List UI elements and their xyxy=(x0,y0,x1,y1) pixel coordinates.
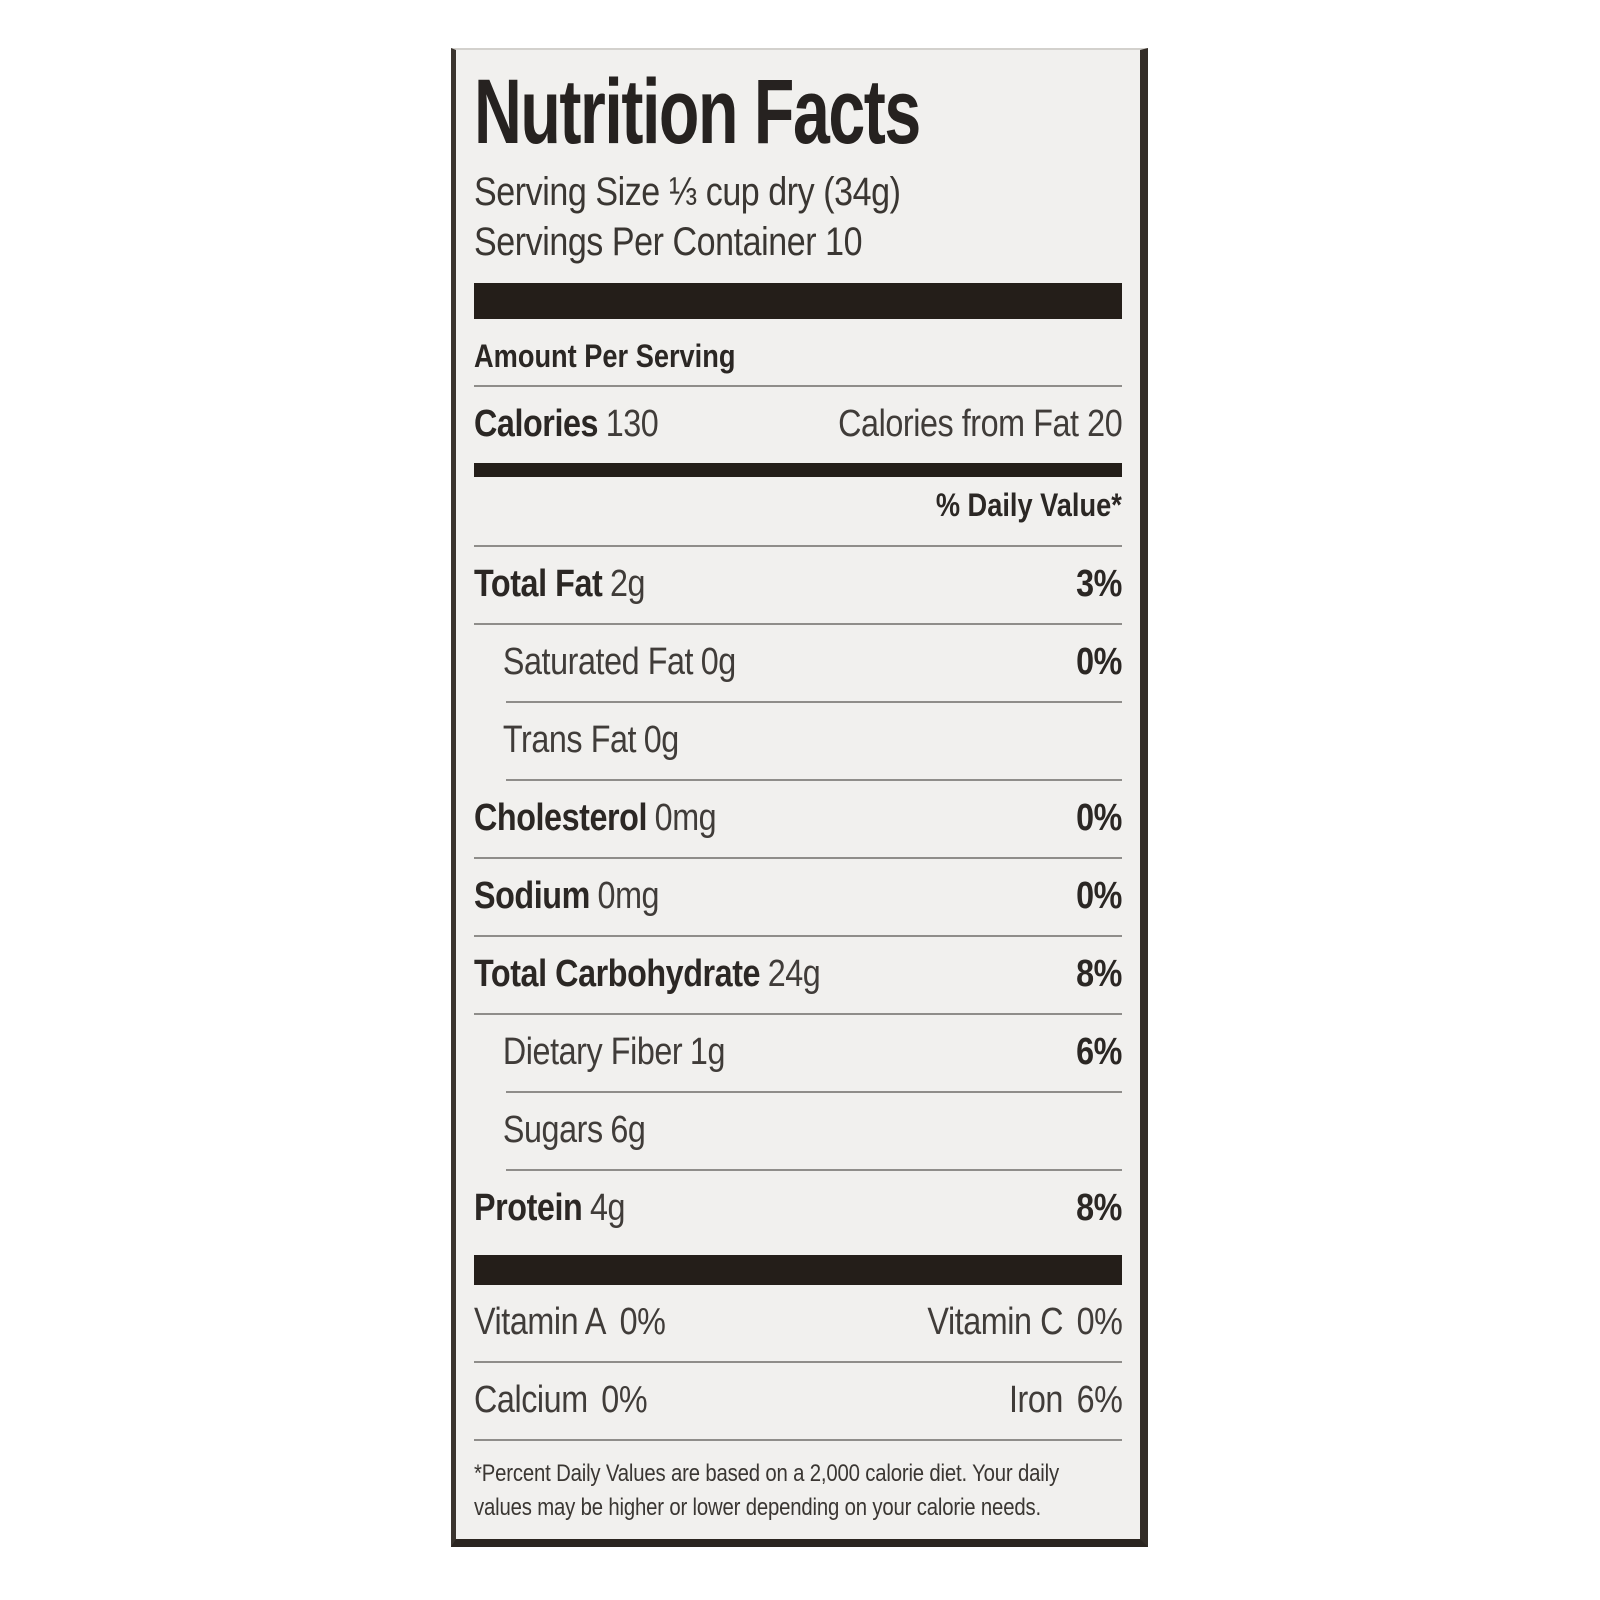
nutrient-name: Saturated Fat xyxy=(502,641,694,684)
divider-hairline-indented xyxy=(506,1090,1122,1093)
calories-value: 130 xyxy=(605,403,659,446)
servings-per-container: Servings Per Container 10 xyxy=(474,219,863,264)
daily-value-header: % Daily Value* xyxy=(936,487,1122,524)
micronutrient-name: Calcium xyxy=(474,1379,588,1422)
nutrition-facts-title-text: Nutrition Facts xyxy=(474,61,921,163)
section-divider-bar-top xyxy=(474,282,1122,319)
micronutrient-value: 6% xyxy=(1076,1379,1122,1422)
nutrient-row-dietary-fiber: Dietary Fiber 1g 6% xyxy=(474,1015,1123,1091)
divider-hairline xyxy=(474,1438,1122,1441)
micronutrient-name: Vitamin A xyxy=(474,1301,607,1344)
nutrient-row-cholesterol: Cholesterol 0mg 0% xyxy=(474,781,1122,857)
nutrient-row-total-fat: Total Fat 2g 3% xyxy=(474,547,1122,623)
nutrient-row-sodium: Sodium 0mg 0% xyxy=(474,859,1122,935)
nutrient-row-saturated-fat: Saturated Fat 0g 0% xyxy=(474,625,1123,701)
nutrient-amount: 4g xyxy=(589,1187,626,1230)
divider-hairline xyxy=(474,1360,1122,1363)
daily-value: 0% xyxy=(1076,641,1122,684)
calories-label: Calories xyxy=(474,403,599,446)
nutrient-name: Dietary Fiber xyxy=(502,1031,683,1074)
nutrient-name: Sodium xyxy=(474,875,590,918)
micronutrient-value: 0% xyxy=(619,1301,666,1344)
amount-per-serving-label: Amount Per Serving xyxy=(474,338,736,375)
nutrient-row-total-carbohydrate: Total Carbohydrate 24g 8% xyxy=(474,937,1122,1013)
calories-row: Calories 130 Calories from Fat 20 xyxy=(474,387,1122,463)
micronutrient-name: Vitamin C xyxy=(926,1301,1063,1344)
section-divider-bar-bottom xyxy=(474,1254,1122,1285)
daily-value: 3% xyxy=(1076,563,1122,606)
daily-value: 8% xyxy=(1076,953,1122,996)
nutrient-amount: 0g xyxy=(643,719,680,762)
divider-hairline xyxy=(474,622,1122,625)
nutrient-amount: 24g xyxy=(767,953,821,996)
micronutrient-value: 0% xyxy=(601,1379,648,1422)
micronutrient-row-vitamins: Vitamin A 0% Vitamin C 0% xyxy=(474,1285,1122,1361)
divider-hairline xyxy=(474,934,1122,937)
divider-hairline-indented xyxy=(506,778,1122,781)
nutrient-amount: 0mg xyxy=(654,797,717,840)
nutrient-row-protein: Protein 4g 8% xyxy=(474,1171,1122,1247)
divider-hairline xyxy=(474,544,1122,547)
nutrient-amount: 2g xyxy=(610,563,646,606)
nutrition-facts-title: Nutrition Facts xyxy=(474,64,1122,161)
divider-hairline xyxy=(474,1012,1122,1015)
nutrient-name: Trans Fat xyxy=(502,719,637,762)
nutrient-name: Sugars xyxy=(502,1109,603,1152)
nutrient-amount: 0g xyxy=(700,641,737,684)
nutrient-name: Cholesterol xyxy=(474,797,648,840)
daily-values-footnote: *Percent Daily Values are based on a 2,0… xyxy=(474,1459,1059,1521)
section-divider-bar-medium xyxy=(474,462,1122,477)
nutrient-row-trans-fat: Trans Fat 0g xyxy=(474,703,1122,779)
serving-size: Serving Size ⅓ cup dry (34g) xyxy=(474,169,901,214)
nutrient-amount: 6g xyxy=(610,1109,646,1152)
daily-value: 6% xyxy=(1076,1031,1122,1074)
nutrient-name: Protein xyxy=(474,1187,583,1230)
daily-value: 8% xyxy=(1076,1187,1122,1230)
daily-value: 0% xyxy=(1076,797,1122,840)
nutrient-amount: 1g xyxy=(689,1031,726,1074)
nutrient-name: Total Fat xyxy=(474,563,603,606)
nutrient-name: Total Carbohydrate xyxy=(474,953,761,996)
nutrient-amount: 0mg xyxy=(597,875,660,918)
nutrition-label-panel: Nutrition Facts Serving Size ⅓ cup dry (… xyxy=(451,48,1148,1547)
divider-hairline xyxy=(474,384,1122,387)
calories-from-fat: Calories from Fat 20 xyxy=(837,403,1123,446)
micronutrient-row-minerals: Calcium 0% Iron 6% xyxy=(474,1363,1122,1439)
micronutrient-name: Iron xyxy=(1008,1379,1063,1422)
daily-value: 0% xyxy=(1076,875,1122,918)
nutrient-row-sugars: Sugars 6g xyxy=(474,1093,1122,1169)
divider-hairline xyxy=(474,856,1122,859)
divider-hairline-indented xyxy=(506,700,1122,703)
micronutrient-value: 0% xyxy=(1076,1301,1122,1344)
divider-hairline-indented xyxy=(506,1168,1122,1171)
